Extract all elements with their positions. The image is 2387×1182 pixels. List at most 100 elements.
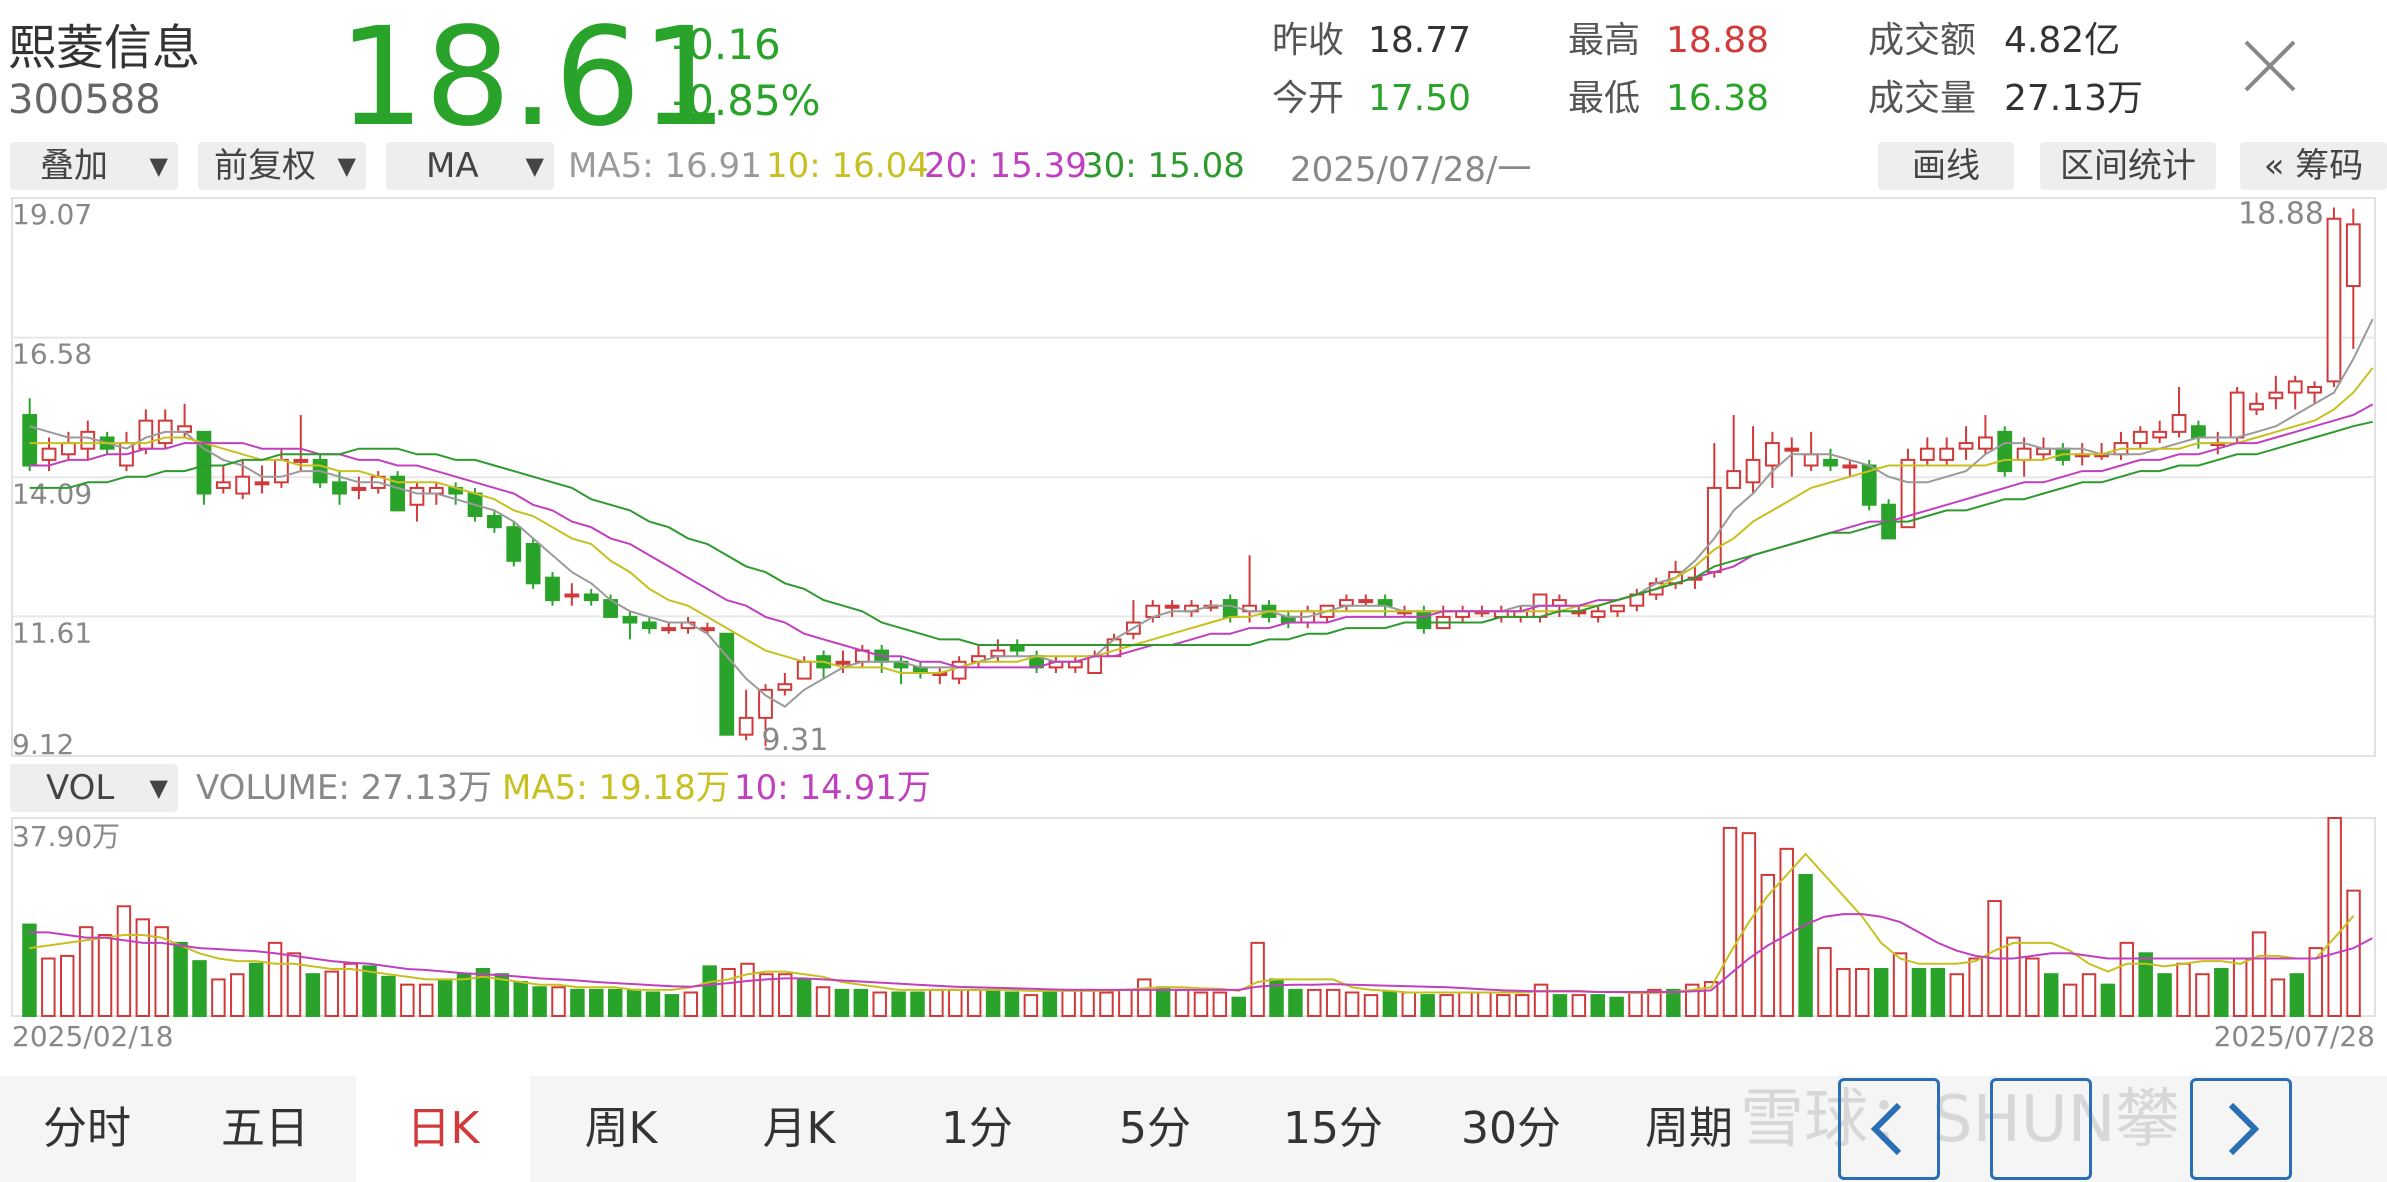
volume-bar	[400, 983, 415, 1018]
candle	[138, 419, 154, 450]
volume-bar	[324, 970, 340, 1018]
volume-bar	[1477, 991, 1492, 1018]
volume-bar	[60, 954, 75, 1017]
candle	[1997, 430, 2013, 473]
volume-bar	[532, 986, 547, 1018]
candle	[641, 621, 657, 630]
close-icon[interactable]	[2240, 36, 2300, 96]
volume-bar	[1325, 988, 1341, 1018]
candle	[525, 543, 541, 585]
ma-line-ma10	[29, 367, 2374, 674]
tab-1[interactable]: 分时	[43, 1103, 131, 1154]
volume-bar	[2006, 936, 2021, 1017]
candle	[1745, 458, 1761, 484]
volume-bar	[683, 991, 699, 1018]
volume-bar	[985, 988, 1001, 1018]
candle	[2326, 217, 2342, 383]
volume-bar	[78, 926, 94, 1017]
tab-8[interactable]: 15分	[1283, 1103, 1383, 1154]
volume-bar	[1137, 978, 1152, 1018]
volume-bar	[910, 991, 925, 1018]
volume-bar	[1855, 967, 1870, 1018]
volume-bar	[22, 923, 37, 1017]
candle	[1803, 453, 1819, 467]
triangle-down-icon: ▼	[337, 152, 356, 180]
volume-bar	[664, 994, 680, 1018]
candle	[700, 627, 715, 632]
candle	[235, 475, 251, 495]
volume-bar	[796, 978, 812, 1018]
volume-bar	[343, 962, 358, 1018]
candle	[1164, 604, 1180, 609]
candle	[2287, 380, 2303, 394]
stock-name: 熙菱信息	[8, 20, 201, 76]
indicator-label: MA	[426, 146, 479, 186]
ma5-value: MA5: 16.91	[568, 146, 762, 186]
candle	[545, 576, 560, 602]
volume-bar	[1023, 994, 1039, 1018]
adjust-dropdown[interactable]: 前复权 ▼	[198, 142, 366, 190]
chips-button[interactable]: « 筹码	[2240, 142, 2387, 190]
adjust-label: 前复权	[214, 146, 316, 186]
volume-bar	[1552, 994, 1568, 1018]
volume-bar	[1401, 991, 1417, 1018]
volume-bar	[173, 941, 188, 1017]
candle	[61, 442, 76, 456]
volume-bar	[872, 991, 887, 1018]
candle	[1823, 458, 1838, 467]
tab-10[interactable]: 周期	[1645, 1103, 1733, 1154]
tab-9[interactable]: 30分	[1461, 1103, 1561, 1154]
prev-button[interactable]	[1838, 1078, 1940, 1180]
volume-bar	[1174, 988, 1190, 1018]
candle	[1416, 610, 1432, 630]
volume-bar	[1590, 994, 1605, 1018]
volume-chart[interactable]: 37.90万 2025/02/18 2025/07/28	[0, 816, 2387, 1066]
candle	[564, 593, 580, 598]
volume-bar	[1458, 991, 1473, 1018]
tab-7[interactable]: 5分	[1119, 1103, 1191, 1154]
candle	[1900, 458, 1916, 529]
candle	[1765, 442, 1780, 467]
volume-bar	[1042, 991, 1058, 1018]
candle	[719, 632, 735, 736]
tab-6[interactable]: 1分	[941, 1103, 1013, 1154]
interval-button[interactable]	[1990, 1078, 2092, 1180]
volume-plot-frame	[11, 817, 2376, 1017]
tab-4[interactable]: 周K	[584, 1103, 658, 1154]
tab-5[interactable]: 月K	[762, 1103, 836, 1154]
next-button[interactable]	[2190, 1078, 2292, 1180]
candle	[777, 683, 793, 691]
volume-bar	[2327, 817, 2342, 1017]
volume-bar	[1609, 996, 1624, 1018]
ma30-value: 30: 15.08	[1082, 146, 1245, 186]
tab-3[interactable]: 日K	[356, 1076, 530, 1182]
volume-bar	[2214, 967, 2229, 1018]
vol-ma10-value: 10: 14.91万	[734, 768, 931, 808]
candle	[1978, 436, 1993, 450]
volume-bar	[2195, 973, 2210, 1018]
candle	[1842, 464, 1858, 469]
indicator-dropdown[interactable]: MA ▼	[386, 142, 554, 190]
candle	[661, 627, 677, 632]
volume-bar	[41, 957, 56, 1017]
volume-bar	[815, 986, 831, 1018]
draw-button[interactable]: 画线	[1878, 142, 2014, 190]
volume-bar	[1741, 832, 1757, 1018]
volume-value: 27.13万	[2004, 78, 2144, 119]
vol-indicator-dropdown[interactable]: VOL ▼	[10, 764, 178, 812]
volume-bar	[1212, 991, 1228, 1018]
volume-bar	[1628, 991, 1643, 1018]
candlestick-chart[interactable]: 19.07 16.58 14.09 11.61 9.12 18.88 9.31	[0, 196, 2387, 766]
volume-bar	[853, 988, 869, 1018]
volume-bar	[1231, 996, 1246, 1018]
volume-bar	[1496, 994, 1511, 1018]
volume-bar	[1911, 967, 1927, 1018]
overlay-dropdown[interactable]: 叠加 ▼	[10, 142, 178, 190]
cursor-date: 2025/07/28/一	[1290, 150, 1532, 190]
candle	[1106, 638, 1122, 658]
interval-stats-button[interactable]: 区间统计	[2040, 142, 2216, 190]
candle	[1610, 604, 1625, 613]
tab-2[interactable]: 五日	[221, 1103, 309, 1154]
candle	[2016, 447, 2032, 461]
candle	[1919, 447, 1935, 461]
